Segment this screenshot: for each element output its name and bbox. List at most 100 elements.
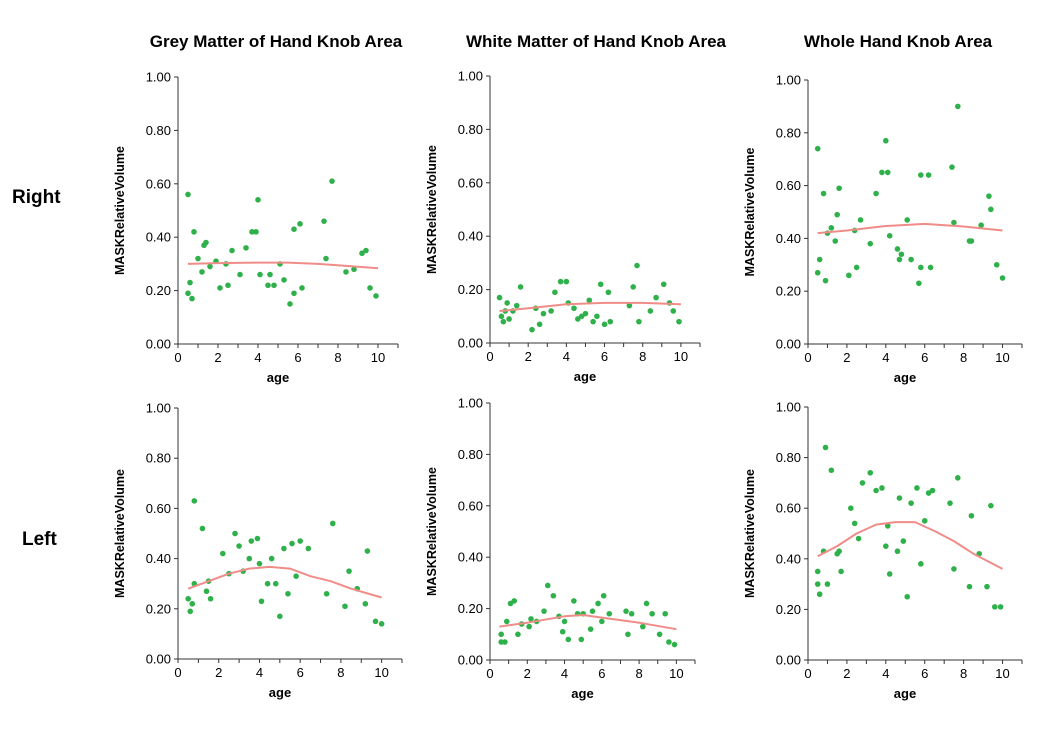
data-point [364, 548, 371, 554]
data-point [853, 264, 860, 271]
data-point [287, 301, 293, 307]
column-title-whole-area: Whole Hand Knob Area [803, 32, 993, 51]
data-point [267, 271, 273, 278]
x-tick-label: 8 [960, 666, 967, 681]
data-point [207, 263, 213, 270]
x-tick-label: 0 [486, 666, 493, 681]
data-point [676, 318, 682, 325]
data-point [299, 285, 305, 291]
y-axis-label: MASKRelativeVolume [743, 147, 757, 276]
y-tick-label: 0.00 [146, 652, 171, 667]
data-point [859, 480, 866, 486]
x-tick-label: 4 [561, 666, 568, 681]
data-point [838, 568, 844, 575]
data-point [185, 595, 191, 602]
data-point [914, 485, 920, 491]
y-tick-label: 0.00 [458, 336, 483, 351]
data-point [883, 137, 889, 144]
x-tick-label: 10 [371, 350, 385, 365]
y-tick-label: 0.40 [458, 550, 483, 565]
data-point [867, 469, 874, 476]
data-point [258, 598, 265, 605]
data-point [503, 618, 510, 625]
data-point [586, 297, 593, 304]
data-point [321, 218, 327, 224]
data-point [873, 190, 879, 197]
data-point [986, 193, 992, 199]
data-point [595, 600, 601, 607]
data-point [232, 530, 238, 537]
data-point [541, 608, 547, 614]
x-tick-label: 2 [843, 666, 850, 681]
data-point [504, 300, 510, 306]
data-point [851, 520, 858, 527]
data-point [918, 172, 924, 178]
data-point [918, 264, 924, 271]
data-point [916, 280, 922, 287]
y-tick-label: 0.80 [146, 123, 171, 138]
data-point [896, 495, 903, 501]
data-point [966, 583, 973, 590]
data-point [822, 277, 829, 284]
data-point [997, 604, 1004, 610]
data-point [836, 185, 842, 192]
data-point [670, 308, 677, 314]
x-tick-label: 0 [804, 350, 811, 365]
x-tick-label: 10 [374, 665, 388, 680]
data-point [293, 573, 299, 579]
data-point [968, 238, 975, 244]
x-tick-label: 6 [297, 665, 304, 680]
data-point [498, 313, 505, 320]
data-point [343, 269, 349, 275]
data-point [904, 217, 911, 223]
data-point [362, 600, 369, 607]
data-point [883, 543, 889, 549]
data-point [517, 284, 524, 290]
data-point [342, 603, 348, 610]
data-point [832, 238, 839, 244]
data-point [529, 326, 535, 333]
column-title-white-matter: White Matter of Hand Knob Area [465, 32, 727, 51]
fit-line [187, 565, 382, 599]
y-tick-label: 0.60 [776, 501, 801, 516]
data-point [248, 538, 255, 544]
data-point [589, 608, 596, 614]
data-point [662, 610, 668, 617]
data-point [199, 525, 206, 532]
data-point [671, 641, 678, 648]
x-axis-label: age [894, 370, 916, 385]
y-tick-label: 0.40 [458, 229, 483, 244]
y-tick-label: 0.60 [458, 498, 483, 513]
data-point [277, 613, 283, 620]
y-tick-label: 0.80 [776, 450, 801, 465]
y-tick-label: 0.40 [776, 551, 801, 566]
data-point [999, 275, 1006, 281]
data-point [329, 178, 335, 184]
data-point [816, 256, 823, 263]
data-point [814, 145, 821, 152]
data-point [373, 293, 379, 299]
data-point [203, 588, 210, 595]
data-point [666, 639, 672, 645]
data-point [955, 475, 961, 481]
x-axis-label: age [571, 686, 593, 701]
data-point [563, 278, 570, 285]
data-point [305, 545, 312, 552]
data-point [886, 571, 893, 577]
fit-line [499, 301, 681, 312]
data-point [993, 262, 1000, 268]
data-point [329, 520, 336, 527]
data-point [550, 592, 557, 599]
data-point [824, 581, 831, 587]
x-tick-label: 0 [804, 666, 811, 681]
data-point [544, 582, 551, 589]
data-point [367, 285, 373, 291]
data-point [600, 592, 607, 599]
data-point [191, 498, 198, 504]
y-tick-label: 0.80 [776, 125, 801, 140]
y-tick-label: 0.00 [776, 337, 801, 352]
x-tick-label: 4 [882, 350, 889, 365]
y-tick-label: 0.60 [146, 176, 171, 191]
data-point [814, 568, 821, 575]
y-tick-label: 0.20 [458, 282, 483, 297]
